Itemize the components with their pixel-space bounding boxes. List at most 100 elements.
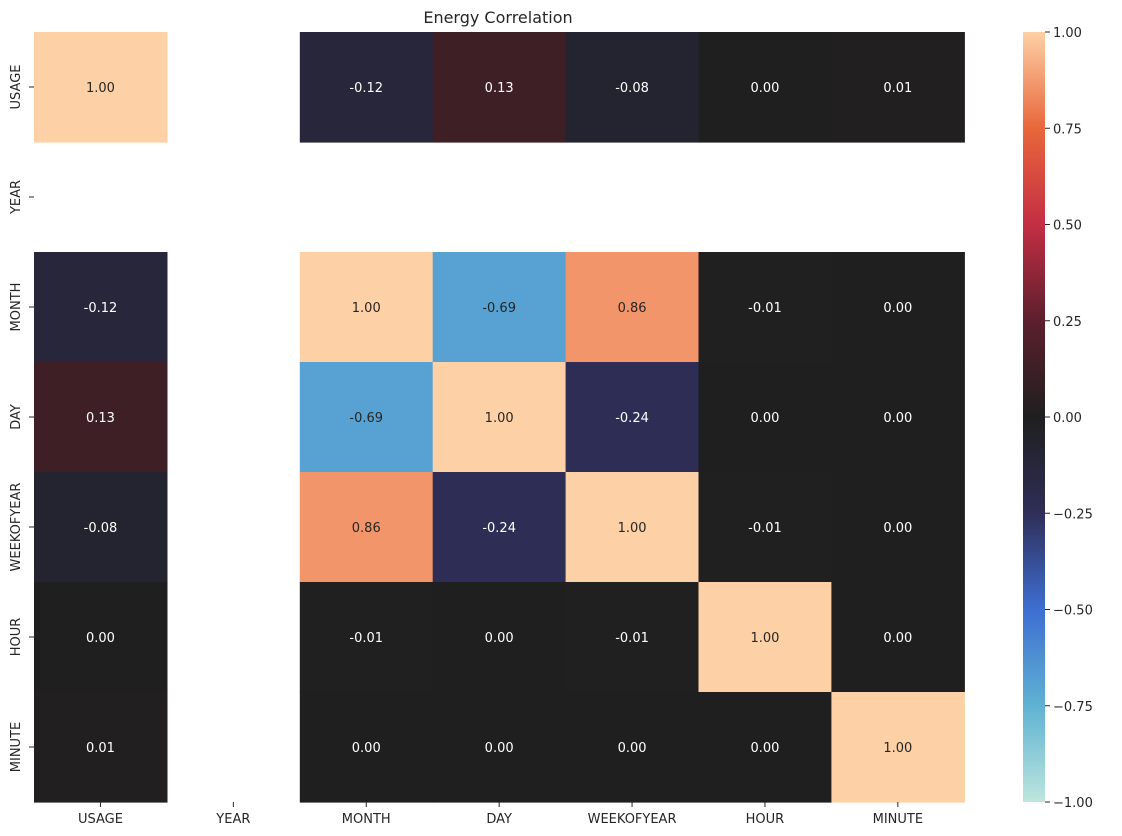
heatmap-cell-usage-hour <box>698 32 832 143</box>
cell-value-label: 0.00 <box>618 741 647 756</box>
heatmap-cell-hour-hour <box>698 582 832 693</box>
heatmap-cell-day-hour <box>698 362 832 473</box>
y-tick-label: YEAR <box>9 180 24 215</box>
cell-value-label: -0.01 <box>349 631 383 646</box>
x-tick-label: MINUTE <box>873 812 923 827</box>
y-axis: USAGE YEAR MONTH DAY WEEKOFYEAR HOUR MINUTE <box>9 65 34 772</box>
heatmap-cell-usage-weekofyear <box>565 32 700 143</box>
colorbar-tick-label: 0.75 <box>1053 122 1082 137</box>
y-tick-label: HOUR <box>9 618 24 657</box>
heatmap-cell-usage-day <box>432 32 567 143</box>
heatmap-cell-day-minute <box>831 362 965 473</box>
x-tick-label: WEEKOFYEAR <box>588 812 677 827</box>
y-tick-label: MONTH <box>9 283 24 332</box>
colorbar: −1.00 −0.75 −0.50 −0.25 0.00 0.25 0.50 0.75 1.00 <box>1023 26 1093 811</box>
cell-value-label: 0.86 <box>352 521 381 536</box>
heatmap-cell-weekofyear-month <box>299 472 434 583</box>
heatmap-cell-month-hour <box>698 252 832 363</box>
heatmap-cell-hour-minute <box>831 582 965 693</box>
cell-value-label: 0.00 <box>485 741 514 756</box>
chart-title: Energy Correlation <box>423 8 572 27</box>
y-tick-label: MINUTE <box>9 722 24 772</box>
colorbar-tick-label: 1.00 <box>1053 26 1082 41</box>
cell-value-label: -0.01 <box>748 301 782 316</box>
heatmap-cell-day-month <box>299 362 434 473</box>
colorbar-gradient <box>1023 32 1045 802</box>
cell-value-label: -0.69 <box>482 301 516 316</box>
heatmap-cell-minute-hour <box>698 692 832 803</box>
cell-value-label: -0.01 <box>615 631 649 646</box>
heatmap-cell-usage-minute <box>831 32 965 143</box>
heatmap-cell-weekofyear-weekofyear <box>565 472 700 583</box>
y-tick-label: DAY <box>9 404 24 430</box>
x-tick-label: DAY <box>486 812 512 827</box>
cell-value-label: 0.01 <box>883 81 912 96</box>
heatmap-cell-month-day <box>432 252 567 363</box>
x-tick-label: USAGE <box>78 812 123 827</box>
cell-value-label: 0.00 <box>883 411 912 426</box>
heatmap-cells: 1.00 -0.12 0.13 -0.08 0.00 0.01 -0.12 1.00 -0.69… <box>34 32 965 803</box>
heatmap-cell-weekofyear-usage <box>34 472 168 583</box>
y-tick-label: WEEKOFYEAR <box>9 483 24 572</box>
cell-value-label: 1.00 <box>352 301 381 316</box>
heatmap-cell-minute-usage <box>34 692 168 803</box>
heatmap-cell-weekofyear-minute <box>831 472 965 583</box>
cell-value-label: 0.01 <box>86 741 115 756</box>
cell-value-label: 0.13 <box>485 81 514 96</box>
cell-value-label: 0.86 <box>618 301 647 316</box>
cell-value-label: 1.00 <box>883 741 912 756</box>
colorbar-tick-label: −0.50 <box>1053 604 1093 619</box>
heatmap-cell-month-month <box>299 252 434 363</box>
x-tick-label: HOUR <box>746 812 785 827</box>
cell-value-label: 0.00 <box>750 411 779 426</box>
cell-value-label: 0.00 <box>883 521 912 536</box>
heatmap-cell-minute-month <box>299 692 434 803</box>
cell-value-label: -0.08 <box>84 521 118 536</box>
cell-value-label: 0.00 <box>86 631 115 646</box>
cell-value-label: -0.08 <box>615 81 649 96</box>
heatmap-cell-month-usage <box>34 252 168 363</box>
cell-value-label: 0.00 <box>883 301 912 316</box>
heatmap-cell-weekofyear-day <box>432 472 567 583</box>
heatmap-cell-minute-minute <box>831 692 965 803</box>
heatmap-cell-usage-usage <box>34 32 168 143</box>
colorbar-tick-label: −1.00 <box>1053 796 1093 811</box>
cell-value-label: -0.12 <box>349 81 383 96</box>
colorbar-tick-label: 0.00 <box>1053 411 1082 426</box>
heatmap-cell-day-weekofyear <box>565 362 700 473</box>
cell-value-label: 1.00 <box>86 81 115 96</box>
cell-value-label: -0.12 <box>84 301 118 316</box>
cell-value-label: -0.24 <box>482 521 516 536</box>
heatmap-cell-hour-weekofyear <box>565 582 700 693</box>
cell-value-label: 1.00 <box>750 631 779 646</box>
cell-value-label: -0.01 <box>748 521 782 536</box>
cell-value-label: 0.13 <box>86 411 115 426</box>
cell-value-label: 0.00 <box>485 631 514 646</box>
colorbar-tick-label: −0.75 <box>1053 700 1093 715</box>
heatmap-cell-month-minute <box>831 252 965 363</box>
x-tick-label: MONTH <box>342 812 391 827</box>
cell-value-label: 0.00 <box>883 631 912 646</box>
cell-value-label: 1.00 <box>618 521 647 536</box>
heatmap-cell-hour-usage <box>34 582 168 693</box>
colorbar-tick-label: −0.25 <box>1053 507 1093 522</box>
heatmap-cell-day-day <box>432 362 567 473</box>
heatmap-cell-day-usage <box>34 362 168 473</box>
colorbar-tick-label: 0.50 <box>1053 219 1082 234</box>
cell-value-label: 0.00 <box>352 741 381 756</box>
cell-value-label: 0.00 <box>750 741 779 756</box>
cell-value-label: 1.00 <box>485 411 514 426</box>
cell-value-label: 0.00 <box>750 81 779 96</box>
heatmap-cell-hour-month <box>299 582 434 693</box>
heatmap-cell-minute-day <box>432 692 567 803</box>
colorbar-tick-label: 0.25 <box>1053 315 1082 330</box>
x-axis: USAGE YEAR MONTH DAY WEEKOFYEAR HOUR MINUTE <box>78 802 923 827</box>
heatmap-cell-hour-day <box>432 582 567 693</box>
cell-value-label: -0.69 <box>349 411 383 426</box>
heatmap-cell-month-weekofyear <box>565 252 700 363</box>
cell-value-label: -0.24 <box>615 411 649 426</box>
heatmap-cell-weekofyear-hour <box>698 472 832 583</box>
y-tick-label: USAGE <box>9 65 24 110</box>
heatmap-cell-usage-month <box>299 32 434 143</box>
